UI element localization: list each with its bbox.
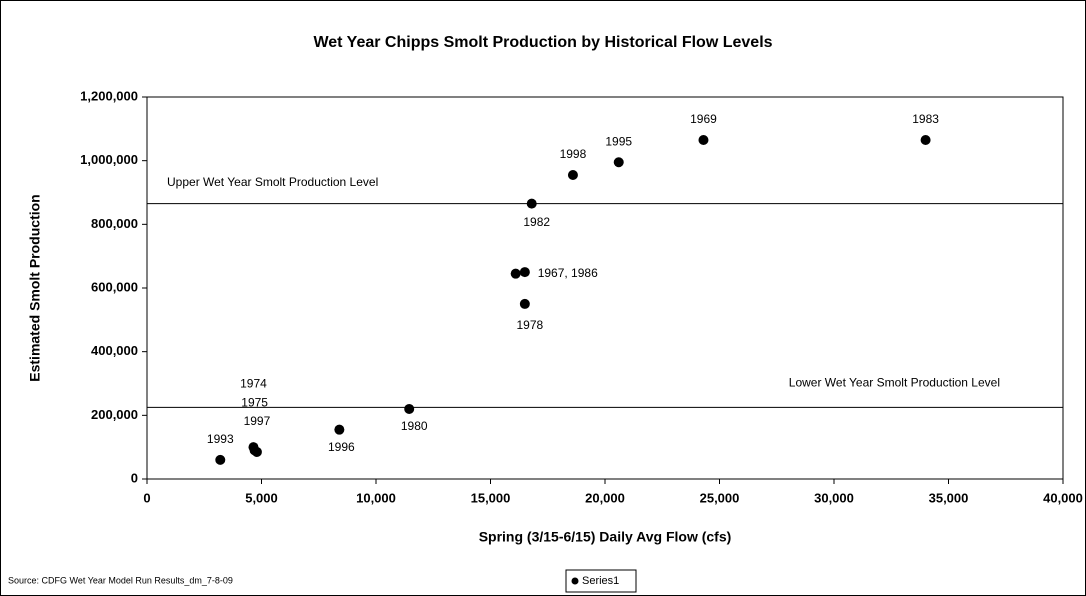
point-label: 1969 [690,112,717,126]
x-tick-label: 40,000 [1043,490,1083,505]
y-tick-label: 800,000 [91,216,138,231]
point-label: 1993 [207,432,234,446]
y-tick-label: 200,000 [91,407,138,422]
point-label: 1997 [244,414,271,428]
point [404,403,415,414]
point [698,134,709,145]
point [526,198,537,209]
chart-title: Wet Year Chipps Smolt Production by Hist… [313,34,772,51]
y-tick-label: 600,000 [91,279,138,294]
point-label: 1983 [912,112,939,126]
x-tick-label: 25,000 [700,490,740,505]
y-tick-label: 1,000,000 [80,152,138,167]
point [251,446,262,457]
legend-marker [571,577,579,585]
point-label: 1995 [605,134,632,148]
source-note: Source: CDFG Wet Year Model Run Results_… [8,575,233,585]
point [510,268,521,279]
y-tick-label: 1,200,000 [80,88,138,103]
legend-label: Series1 [582,575,619,587]
reference-label: Lower Wet Year Smolt Production Level [789,376,1000,390]
x-tick-label: 5,000 [245,490,278,505]
point-label: 1982 [523,215,550,229]
point-label: 1967, 1986 [538,266,598,280]
reference-label: Upper Wet Year Smolt Production Level [167,175,378,189]
point-label: 1980 [401,419,428,433]
point [519,267,530,278]
point [920,134,931,145]
x-tick-label: 15,000 [471,490,511,505]
x-tick-label: 30,000 [814,490,854,505]
x-tick-label: 35,000 [929,490,969,505]
legend-box [565,569,637,593]
x-tick-label: 20,000 [585,490,625,505]
point [613,157,624,168]
point-label: 1998 [560,147,587,161]
point-label: 1974 [240,376,267,390]
y-axis-label: Estimated Smolt Production [27,194,43,381]
point [519,298,530,309]
point [215,454,226,465]
y-tick-label: 400,000 [91,343,138,358]
point-label: 1978 [516,318,543,332]
point [567,169,578,180]
point-label: 1975 [241,396,268,410]
point-label: 1996 [328,440,355,454]
y-tick-label: 0 [131,470,138,485]
x-axis-label: Spring (3/15-6/15) Daily Avg Flow (cfs) [479,529,732,545]
x-tick-label: 10,000 [356,490,396,505]
x-tick-label: 0 [143,490,150,505]
point [334,424,345,435]
